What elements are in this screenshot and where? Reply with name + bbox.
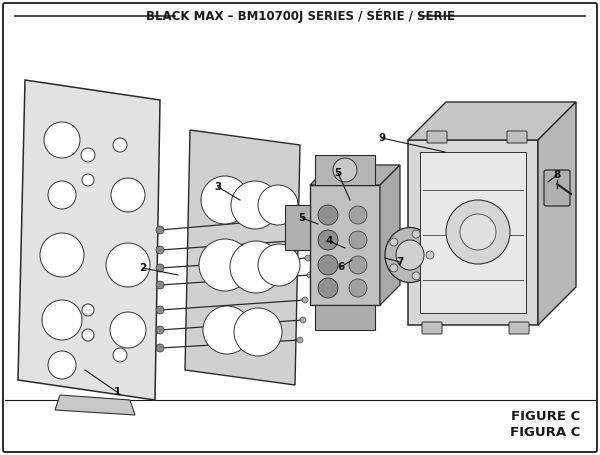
Text: 5: 5 xyxy=(334,168,341,178)
Ellipse shape xyxy=(385,228,435,283)
Ellipse shape xyxy=(106,243,150,287)
Ellipse shape xyxy=(82,329,94,341)
Text: FIGURE C: FIGURE C xyxy=(511,410,580,424)
FancyBboxPatch shape xyxy=(509,322,529,334)
Circle shape xyxy=(460,214,496,250)
Circle shape xyxy=(349,256,367,274)
FancyBboxPatch shape xyxy=(422,322,442,334)
Circle shape xyxy=(412,272,420,280)
Polygon shape xyxy=(18,80,160,400)
Text: 2: 2 xyxy=(139,263,146,273)
Ellipse shape xyxy=(44,122,80,158)
Circle shape xyxy=(302,297,308,303)
Text: 8: 8 xyxy=(553,170,560,180)
Circle shape xyxy=(349,206,367,224)
Polygon shape xyxy=(538,102,576,325)
Ellipse shape xyxy=(48,351,76,379)
Circle shape xyxy=(156,281,164,289)
Circle shape xyxy=(446,200,510,264)
Ellipse shape xyxy=(111,178,145,212)
Circle shape xyxy=(300,317,306,323)
FancyBboxPatch shape xyxy=(544,170,570,206)
Ellipse shape xyxy=(258,185,298,225)
Polygon shape xyxy=(408,102,576,140)
Text: 3: 3 xyxy=(214,182,221,192)
Circle shape xyxy=(305,255,311,261)
Ellipse shape xyxy=(230,241,282,293)
Polygon shape xyxy=(310,185,380,305)
Ellipse shape xyxy=(81,148,95,162)
Ellipse shape xyxy=(201,176,249,224)
Polygon shape xyxy=(55,395,135,415)
Circle shape xyxy=(307,272,313,278)
Circle shape xyxy=(412,230,420,238)
FancyBboxPatch shape xyxy=(427,131,447,143)
Circle shape xyxy=(426,251,434,259)
Text: 1: 1 xyxy=(113,387,121,397)
Ellipse shape xyxy=(113,138,127,152)
Circle shape xyxy=(390,264,398,272)
Circle shape xyxy=(156,246,164,254)
Ellipse shape xyxy=(203,306,251,354)
Text: 4: 4 xyxy=(325,236,332,246)
Ellipse shape xyxy=(396,240,424,270)
Circle shape xyxy=(390,238,398,246)
Circle shape xyxy=(297,337,303,343)
Ellipse shape xyxy=(48,181,76,209)
Circle shape xyxy=(349,279,367,297)
Ellipse shape xyxy=(82,304,94,316)
Circle shape xyxy=(156,306,164,314)
Circle shape xyxy=(156,226,164,234)
Ellipse shape xyxy=(40,233,84,277)
Polygon shape xyxy=(380,165,400,305)
Text: 7: 7 xyxy=(397,257,404,267)
Circle shape xyxy=(156,326,164,334)
Circle shape xyxy=(302,237,308,243)
Polygon shape xyxy=(285,205,310,250)
Circle shape xyxy=(318,255,338,275)
Circle shape xyxy=(318,230,338,250)
Ellipse shape xyxy=(199,239,251,291)
Text: 6: 6 xyxy=(337,262,344,272)
Circle shape xyxy=(156,264,164,272)
Ellipse shape xyxy=(110,312,146,348)
Circle shape xyxy=(156,344,164,352)
Circle shape xyxy=(318,205,338,225)
Ellipse shape xyxy=(113,348,127,362)
Polygon shape xyxy=(315,305,375,330)
Text: 5: 5 xyxy=(298,213,305,223)
Ellipse shape xyxy=(234,308,282,356)
Polygon shape xyxy=(408,140,538,325)
Circle shape xyxy=(349,231,367,249)
Ellipse shape xyxy=(82,174,94,186)
Text: BLACK MAX – BM10700J SERIES / SÉRIE / SERIE: BLACK MAX – BM10700J SERIES / SÉRIE / SE… xyxy=(146,9,455,23)
Circle shape xyxy=(297,215,303,221)
Polygon shape xyxy=(185,130,300,385)
Ellipse shape xyxy=(231,181,279,229)
Circle shape xyxy=(333,158,357,182)
Ellipse shape xyxy=(42,300,82,340)
Circle shape xyxy=(318,278,338,298)
Polygon shape xyxy=(315,155,375,185)
FancyBboxPatch shape xyxy=(507,131,527,143)
Text: 9: 9 xyxy=(379,133,386,143)
Text: FIGURA C: FIGURA C xyxy=(509,426,580,440)
Polygon shape xyxy=(420,152,526,313)
Ellipse shape xyxy=(258,244,300,286)
Polygon shape xyxy=(310,165,400,185)
